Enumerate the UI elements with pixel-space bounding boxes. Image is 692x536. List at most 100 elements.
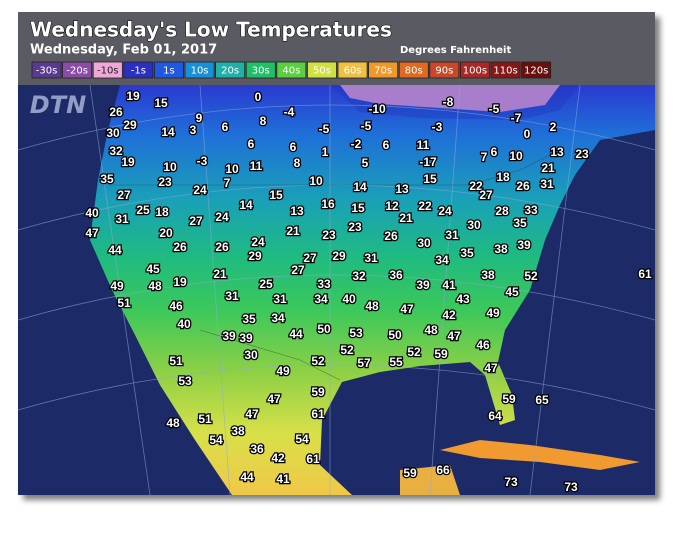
temperature: 6 bbox=[248, 137, 255, 151]
legend-label: 40s bbox=[282, 66, 300, 77]
temperature: 50 bbox=[388, 328, 402, 342]
temperature: 45 bbox=[505, 285, 519, 299]
legend-label: 100s bbox=[463, 66, 487, 77]
temperature: 57 bbox=[357, 356, 371, 370]
temperature: 29 bbox=[248, 249, 262, 263]
temperature: -4 bbox=[284, 105, 295, 119]
temperature: 34 bbox=[271, 311, 285, 325]
temperature: 29 bbox=[123, 118, 137, 132]
temperature: 26 bbox=[516, 179, 530, 193]
legend-label: -10s bbox=[97, 66, 119, 77]
temperature: 38 bbox=[481, 268, 495, 282]
legend-swatch bbox=[521, 61, 552, 79]
temperature: 23 bbox=[348, 220, 362, 234]
legend-label: 20s bbox=[221, 66, 239, 77]
temperature: 21 bbox=[541, 161, 555, 175]
temperature: 13 bbox=[550, 145, 564, 159]
temperature: 18 bbox=[496, 170, 510, 184]
temperature: 21 bbox=[286, 224, 300, 238]
temperature: 15 bbox=[351, 201, 365, 215]
temperature: 11 bbox=[250, 159, 263, 173]
cold-region bbox=[340, 85, 560, 112]
temperature: 44 bbox=[108, 243, 122, 257]
temperature: 14 bbox=[161, 125, 175, 139]
temperature: 30 bbox=[417, 236, 431, 250]
temperature: 14 bbox=[239, 198, 253, 212]
temperature: 36 bbox=[389, 268, 403, 282]
temperature: 40 bbox=[342, 292, 356, 306]
temperature: 43 bbox=[456, 292, 470, 306]
temperature: 3 bbox=[190, 123, 197, 137]
temperature: 1 bbox=[322, 145, 329, 159]
temperature: 0 bbox=[524, 127, 531, 141]
units: Degrees Fahrenheit bbox=[400, 45, 511, 56]
temperature: 25 bbox=[136, 203, 150, 217]
temperature: 26 bbox=[215, 240, 229, 254]
temperature: 64 bbox=[488, 409, 502, 423]
cuba bbox=[440, 440, 640, 470]
temperature: 52 bbox=[311, 354, 325, 368]
temperature: 19 bbox=[173, 275, 187, 289]
temperature: 44 bbox=[289, 327, 303, 341]
temperature: 33 bbox=[524, 203, 538, 217]
legend-swatch bbox=[31, 61, 62, 79]
legend-swatch bbox=[490, 61, 521, 79]
temperature: 31 bbox=[364, 251, 378, 265]
temperature: 48 bbox=[148, 279, 162, 293]
temperature: 30 bbox=[106, 126, 120, 140]
temperature: 6 bbox=[491, 145, 498, 159]
legend-swatch bbox=[245, 61, 276, 79]
legend-swatch bbox=[398, 61, 429, 79]
watermark: DTN bbox=[30, 91, 86, 119]
legend-label: 110s bbox=[493, 66, 517, 77]
temperature: 47 bbox=[267, 392, 281, 406]
temperature: 59 bbox=[403, 466, 417, 480]
temperature: 49 bbox=[276, 364, 290, 378]
temperature: 35 bbox=[460, 246, 474, 260]
legend-label: 1s bbox=[163, 66, 175, 77]
temperature: 15 bbox=[423, 172, 437, 186]
legend-swatch bbox=[92, 61, 123, 79]
temperature: 40 bbox=[85, 206, 99, 220]
temperature: 10 bbox=[163, 160, 177, 174]
temperature: 30 bbox=[244, 348, 258, 362]
subtitle: Wednesday, Feb 01, 2017 bbox=[30, 43, 217, 58]
temperature: 54 bbox=[295, 432, 309, 446]
temperature: 30 bbox=[467, 218, 481, 232]
temperature: 2 bbox=[550, 120, 557, 134]
legend-swatch bbox=[123, 61, 154, 79]
temperature: 23 bbox=[575, 147, 589, 161]
temperature: 53 bbox=[178, 374, 192, 388]
temperature: -5 bbox=[489, 102, 500, 116]
temperature: -3 bbox=[432, 120, 443, 134]
legend-swatch bbox=[153, 61, 184, 79]
temperature: 28 bbox=[495, 204, 509, 218]
temperature: 44 bbox=[240, 470, 254, 484]
legend-label: 30s bbox=[252, 66, 270, 77]
temperature: 55 bbox=[389, 355, 403, 369]
temperature: 27 bbox=[189, 214, 203, 228]
temperature: 31 bbox=[225, 289, 239, 303]
temperature: 18 bbox=[155, 205, 169, 219]
temperature: 33 bbox=[317, 277, 331, 291]
yucatan bbox=[400, 465, 460, 495]
temperature: 23 bbox=[158, 175, 172, 189]
temperature: 13 bbox=[395, 182, 409, 196]
temperature: -8 bbox=[443, 95, 454, 109]
cold-band bbox=[330, 85, 580, 120]
temperature: 23 bbox=[322, 228, 336, 242]
temperature: 27 bbox=[117, 188, 131, 202]
legend-swatch bbox=[62, 61, 93, 79]
temperature: 42 bbox=[271, 451, 285, 465]
temperature: 52 bbox=[340, 343, 354, 357]
temperature: 40 bbox=[177, 317, 191, 331]
temperature: 61 bbox=[311, 407, 325, 421]
temperature: 22 bbox=[418, 199, 432, 213]
temperature: 10 bbox=[225, 162, 239, 176]
legend-label: 70s bbox=[374, 66, 392, 77]
temperature: 65 bbox=[535, 393, 549, 407]
temperature: 52 bbox=[524, 269, 538, 283]
temperature: 27 bbox=[479, 188, 493, 202]
temperature: 35 bbox=[242, 312, 256, 326]
legend-label: -1s bbox=[131, 66, 146, 77]
